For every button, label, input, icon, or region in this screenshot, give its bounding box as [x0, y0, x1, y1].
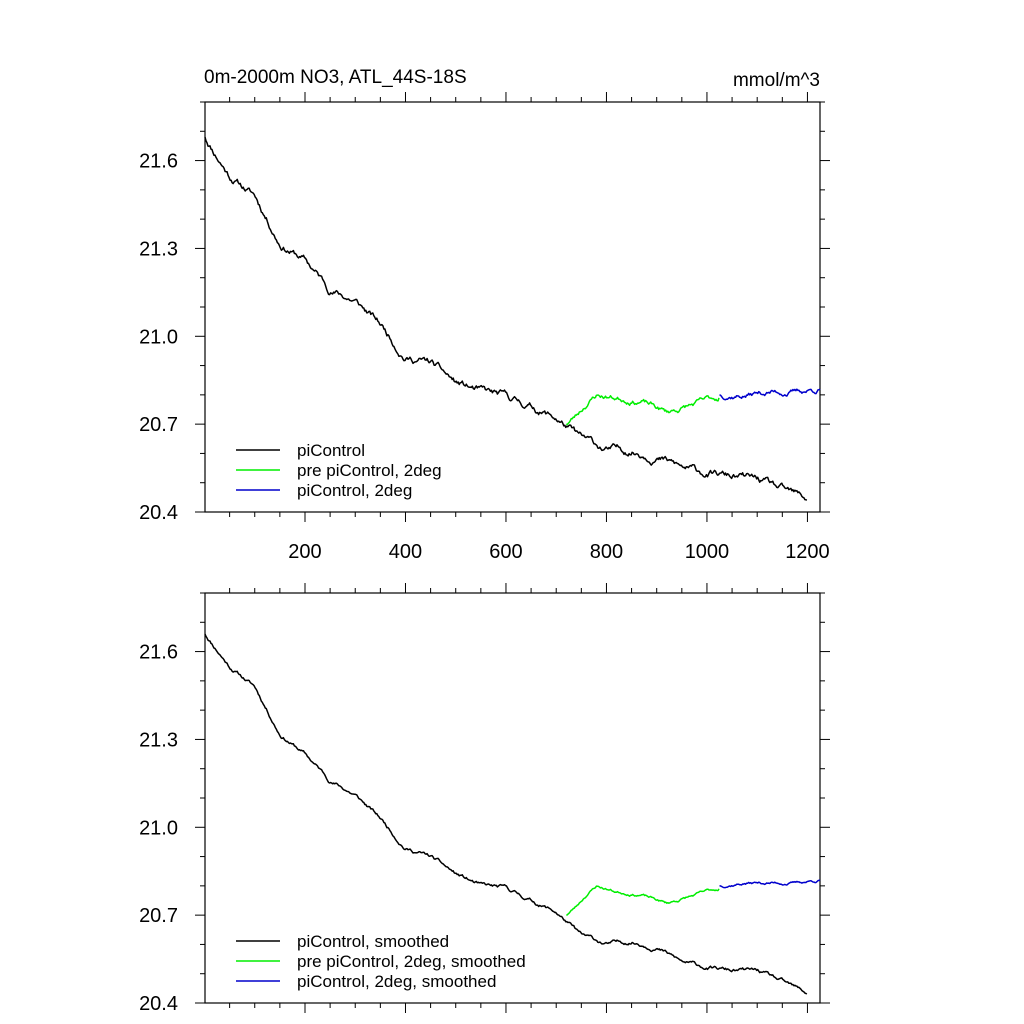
- y-tick-label: 21.6: [139, 642, 178, 664]
- series-line-0: [204, 136, 808, 501]
- x-tick-label: 400: [389, 541, 422, 563]
- x-tick-label: 200: [288, 541, 321, 563]
- legend-label: piControl, 2deg, smoothed: [297, 972, 496, 991]
- top-panel: 200 400 600 800 1000 1200 20.4 20.7 21.0 21.3 21.6…: [139, 92, 830, 563]
- legend-label: piControl, smoothed: [297, 932, 449, 951]
- bottom-series-lines: [204, 633, 821, 995]
- x-tick-label: 600: [489, 541, 522, 563]
- y-tick-label: 20.4: [139, 502, 178, 524]
- series-line-0: [204, 633, 808, 995]
- top-axes: 200 400 600 800 1000 1200 20.4 20.7 21.0 21.3 21.6: [139, 92, 830, 563]
- series-line-1: [566, 885, 720, 916]
- series-line-2: [719, 388, 821, 401]
- series-line-1: [566, 394, 720, 426]
- y-tick-label: 21.6: [139, 151, 178, 173]
- x-tick-label: 1200: [785, 541, 830, 563]
- legend-label: piControl, 2deg: [297, 481, 412, 500]
- x-tick-label: 1000: [685, 541, 730, 563]
- legend-label: pre piControl, 2deg: [297, 461, 442, 480]
- y-tick-label: 21.3: [139, 729, 178, 751]
- y-tick-label: 21.3: [139, 238, 178, 260]
- legend-label: piControl: [297, 441, 365, 460]
- y-tick-label: 20.4: [139, 993, 178, 1015]
- y-tick-label: 20.7: [139, 414, 178, 436]
- y-tick-label: 20.7: [139, 905, 178, 927]
- x-tick-label: 800: [590, 541, 623, 563]
- bottom-panel: 20.4 20.7 21.0 21.3 21.6 piControl, smoothed…: [139, 583, 830, 1015]
- top-series-lines: [204, 136, 821, 501]
- bottom-axes: 20.4 20.7 21.0 21.3 21.6: [139, 583, 830, 1015]
- y-tick-label: 21.0: [139, 326, 178, 348]
- units-label: mmol/m^3: [733, 70, 820, 91]
- y-tick-label: 21.0: [139, 817, 178, 839]
- legend-label: pre piControl, 2deg, smoothed: [297, 952, 526, 971]
- series-line-2: [719, 879, 821, 889]
- chart-title: 0m-2000m NO3, ATL_44S-18S: [204, 67, 467, 88]
